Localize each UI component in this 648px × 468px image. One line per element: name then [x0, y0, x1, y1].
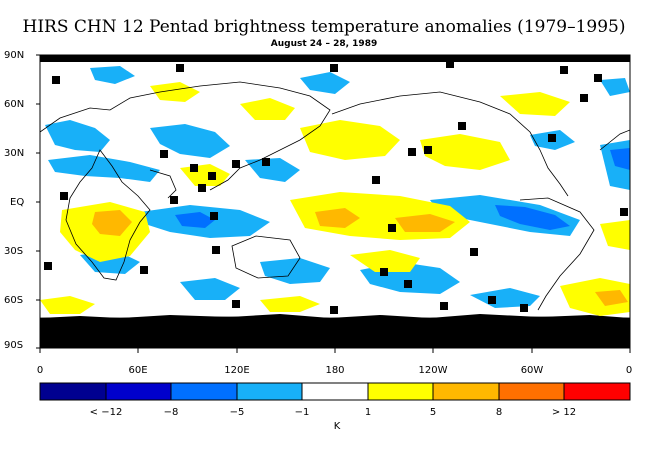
map-subtitle: August 24 – 28, 1989	[270, 39, 378, 49]
colorbar-label-minus-8: −8	[163, 407, 179, 418]
axis-ticks	[36, 54, 631, 353]
colorbar-swatch-minus-12-to-minus-8	[106, 383, 171, 400]
colorbar-frame	[39, 382, 631, 401]
colorbar	[39, 382, 631, 401]
arctic-missing-band	[40, 55, 630, 62]
lon-label-0-east: 0	[625, 365, 633, 376]
colorbar-swatch-minus-5-to-minus-1	[237, 383, 302, 400]
lat-label-90s: 90S	[4, 340, 24, 351]
strong-warm-regions	[92, 208, 628, 306]
lat-label-eq: EQ	[10, 197, 25, 208]
lat-label-30s: 30S	[4, 246, 24, 257]
lon-label-120e: 120E	[224, 365, 250, 376]
lat-label-30n: 30N	[4, 148, 25, 159]
colorbar-swatch-5-to-8	[433, 383, 499, 400]
colorbar-label-gt-12: > 12	[551, 407, 577, 418]
colorbar-swatch-minus-8-to-minus-5	[171, 383, 237, 400]
map-field	[40, 55, 630, 348]
colorbar-label-minus-5: −5	[229, 407, 245, 418]
colorbar-label-1: 1	[364, 407, 372, 418]
colorbar-swatch-minus-1-to-1	[302, 383, 368, 400]
lat-label-60s: 60S	[4, 295, 24, 306]
coastlines	[40, 81, 630, 319]
lon-label-60w: 60W	[520, 365, 544, 376]
strong-cool-regions	[175, 148, 630, 230]
lat-label-60n: 60N	[4, 99, 25, 110]
missing-data-pixels	[44, 60, 628, 314]
colorbar-swatch-below-minus-12	[40, 383, 106, 400]
antarctic-missing-region	[40, 314, 630, 348]
colorbar-swatch-8-to-12	[499, 383, 564, 400]
colorbar-label-lt-minus-12: < −12	[89, 407, 123, 418]
lon-label-120w: 120W	[418, 365, 448, 376]
colorbar-label-minus-1: −1	[294, 407, 310, 418]
colorbar-label-8: 8	[495, 407, 503, 418]
colorbar-swatch-above-12	[564, 383, 630, 400]
lon-label-180: 180	[325, 365, 345, 376]
lon-label-60e: 60E	[128, 365, 148, 376]
colorbar-label-5: 5	[429, 407, 437, 418]
colorbar-swatch-1-to-5	[368, 383, 433, 400]
map-title: HIRS CHN 12 Pentad brightness temperatur…	[22, 17, 626, 37]
colorbar-unit-label: K	[333, 421, 341, 432]
lat-label-90n: 90N	[4, 50, 25, 61]
lon-label-0-west: 0	[36, 365, 44, 376]
